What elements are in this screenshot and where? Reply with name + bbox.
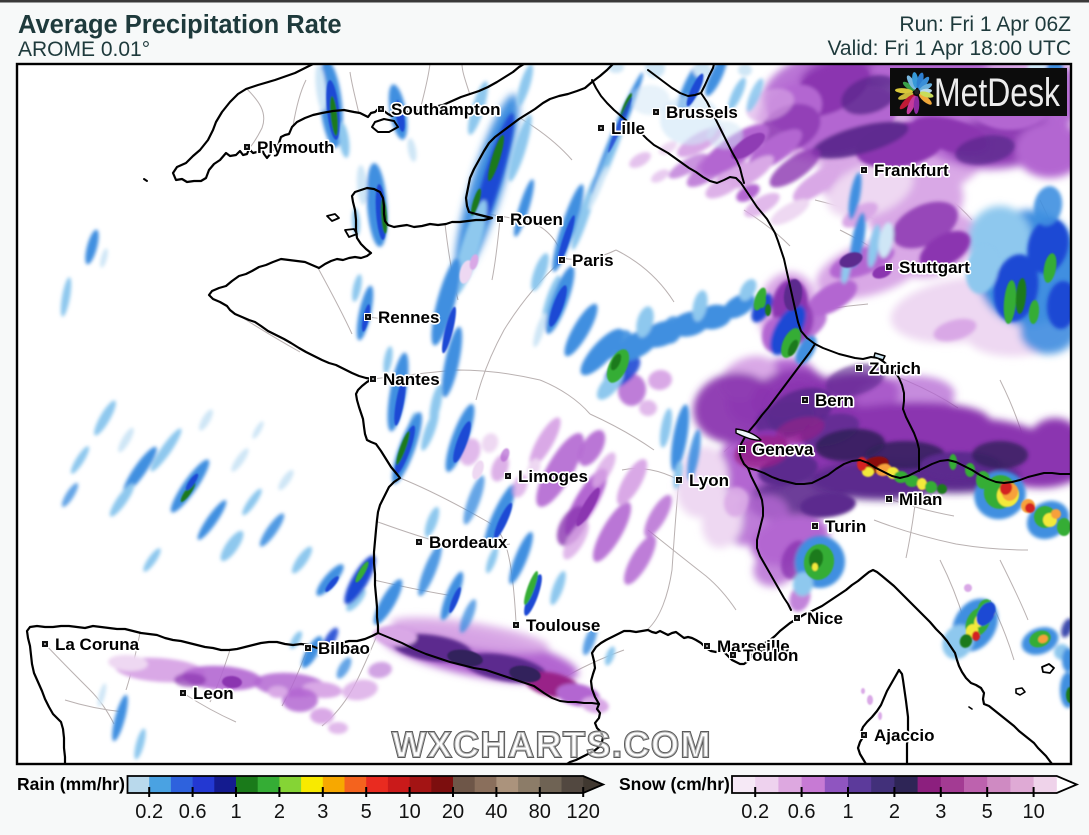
svg-text:5: 5: [982, 801, 993, 823]
svg-text:Toulouse: Toulouse: [526, 616, 600, 635]
svg-text:1: 1: [842, 801, 853, 823]
svg-text:Brussels: Brussels: [666, 103, 738, 122]
svg-text:Paris: Paris: [572, 251, 614, 270]
svg-text:Limoges: Limoges: [518, 467, 588, 486]
svg-text:Nantes: Nantes: [383, 370, 440, 389]
svg-text:Snow (cm/hr): Snow (cm/hr): [619, 774, 730, 794]
svg-text:Rennes: Rennes: [378, 308, 439, 327]
svg-text:Bern: Bern: [815, 391, 854, 410]
svg-text:10: 10: [1022, 801, 1044, 823]
svg-text:Bordeaux: Bordeaux: [429, 533, 508, 552]
svg-text:2: 2: [889, 801, 900, 823]
svg-text:Zurich: Zurich: [869, 359, 921, 378]
svg-text:WXCHARTS.COM: WXCHARTS.COM: [392, 724, 712, 765]
svg-text:0.2: 0.2: [741, 801, 769, 823]
svg-text:La Coruna: La Coruna: [55, 635, 140, 654]
svg-text:Southampton: Southampton: [391, 100, 501, 119]
svg-text:120: 120: [567, 801, 600, 823]
svg-text:Milan: Milan: [899, 490, 942, 509]
svg-text:Turin: Turin: [825, 517, 866, 536]
svg-text:Lille: Lille: [611, 119, 645, 138]
svg-text:1: 1: [230, 801, 241, 823]
svg-text:Lyon: Lyon: [689, 471, 729, 490]
svg-text:Average Precipitation Rate: Average Precipitation Rate: [18, 11, 342, 39]
svg-text:40: 40: [485, 801, 507, 823]
svg-text:Ajaccio: Ajaccio: [874, 726, 934, 745]
svg-text:Rain (mm/hr): Rain (mm/hr): [17, 774, 125, 794]
svg-text:20: 20: [442, 801, 464, 823]
svg-text:Leon: Leon: [193, 684, 234, 703]
svg-text:5: 5: [361, 801, 372, 823]
svg-text:3: 3: [317, 801, 328, 823]
svg-text:Rouen: Rouen: [510, 210, 563, 229]
svg-text:3: 3: [935, 801, 946, 823]
svg-text:80: 80: [529, 801, 551, 823]
svg-text:0.6: 0.6: [179, 801, 207, 823]
svg-text:0.2: 0.2: [135, 801, 163, 823]
svg-text:Toulon: Toulon: [743, 646, 798, 665]
svg-text:Bilbao: Bilbao: [318, 639, 370, 658]
svg-text:2: 2: [274, 801, 285, 823]
svg-text:Stuttgart: Stuttgart: [899, 258, 970, 277]
svg-text:10: 10: [398, 801, 420, 823]
svg-text:Plymouth: Plymouth: [257, 138, 334, 157]
svg-text:Valid: Fri 1 Apr 18:00 UTC: Valid: Fri 1 Apr 18:00 UTC: [827, 37, 1071, 60]
svg-text:MetDesk: MetDesk: [934, 71, 1061, 115]
svg-text:Run: Fri 1 Apr 06Z: Run: Fri 1 Apr 06Z: [899, 13, 1071, 36]
svg-text:Geneva: Geneva: [752, 440, 814, 459]
svg-text:Frankfurt: Frankfurt: [874, 161, 949, 180]
svg-text:Nice: Nice: [807, 609, 843, 628]
svg-text:AROME 0.01°: AROME 0.01°: [18, 38, 150, 61]
svg-text:0.6: 0.6: [788, 801, 816, 823]
